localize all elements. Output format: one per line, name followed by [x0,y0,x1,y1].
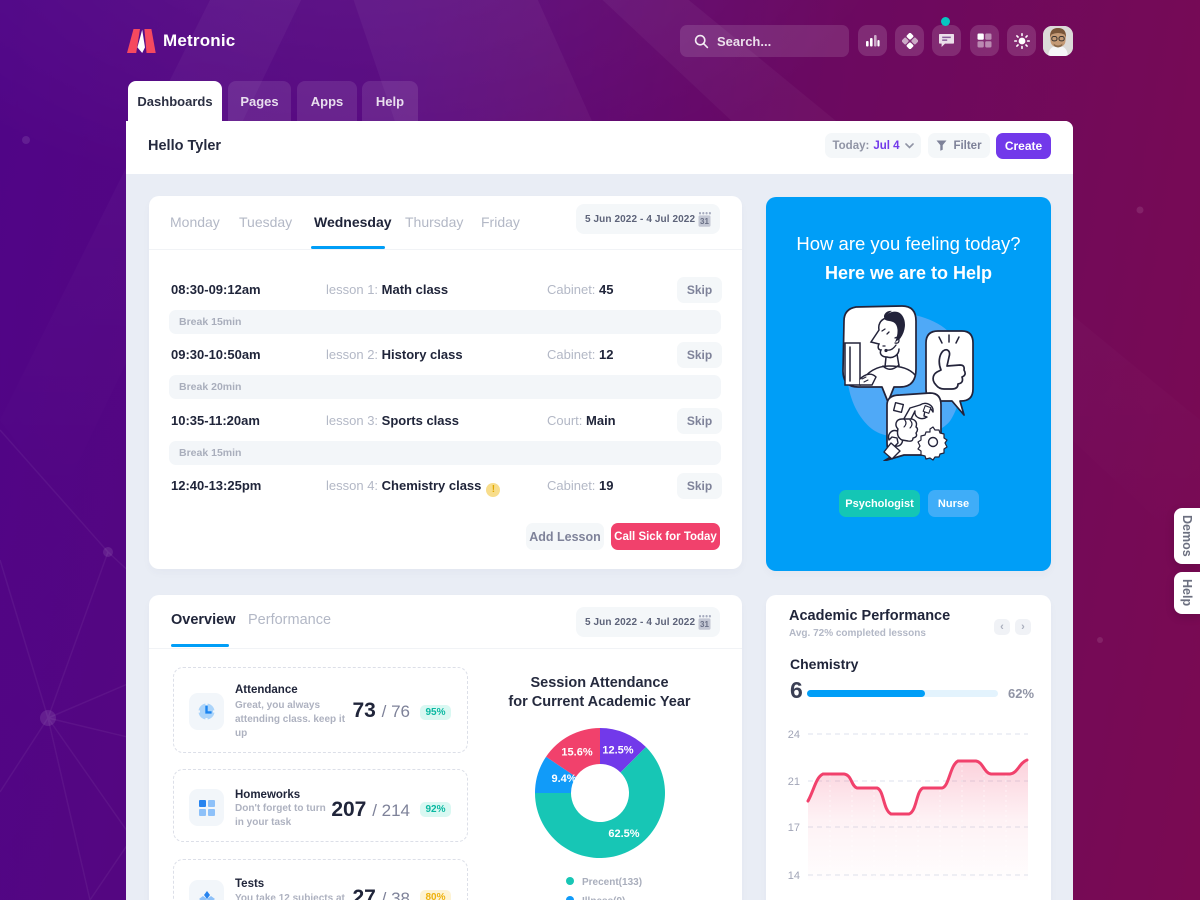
svg-text:14: 14 [788,870,800,882]
svg-text:9.4%: 9.4% [551,773,576,785]
svg-text:12.5%: 12.5% [602,745,633,757]
svg-text:31: 31 [700,620,710,629]
svg-text:24: 24 [788,729,800,741]
svg-text:17: 17 [788,822,800,834]
svg-text:15.6%: 15.6% [561,747,592,759]
svg-text:62.5%: 62.5% [608,828,639,840]
svg-text:21: 21 [788,776,800,788]
svg-text:31: 31 [700,217,710,226]
